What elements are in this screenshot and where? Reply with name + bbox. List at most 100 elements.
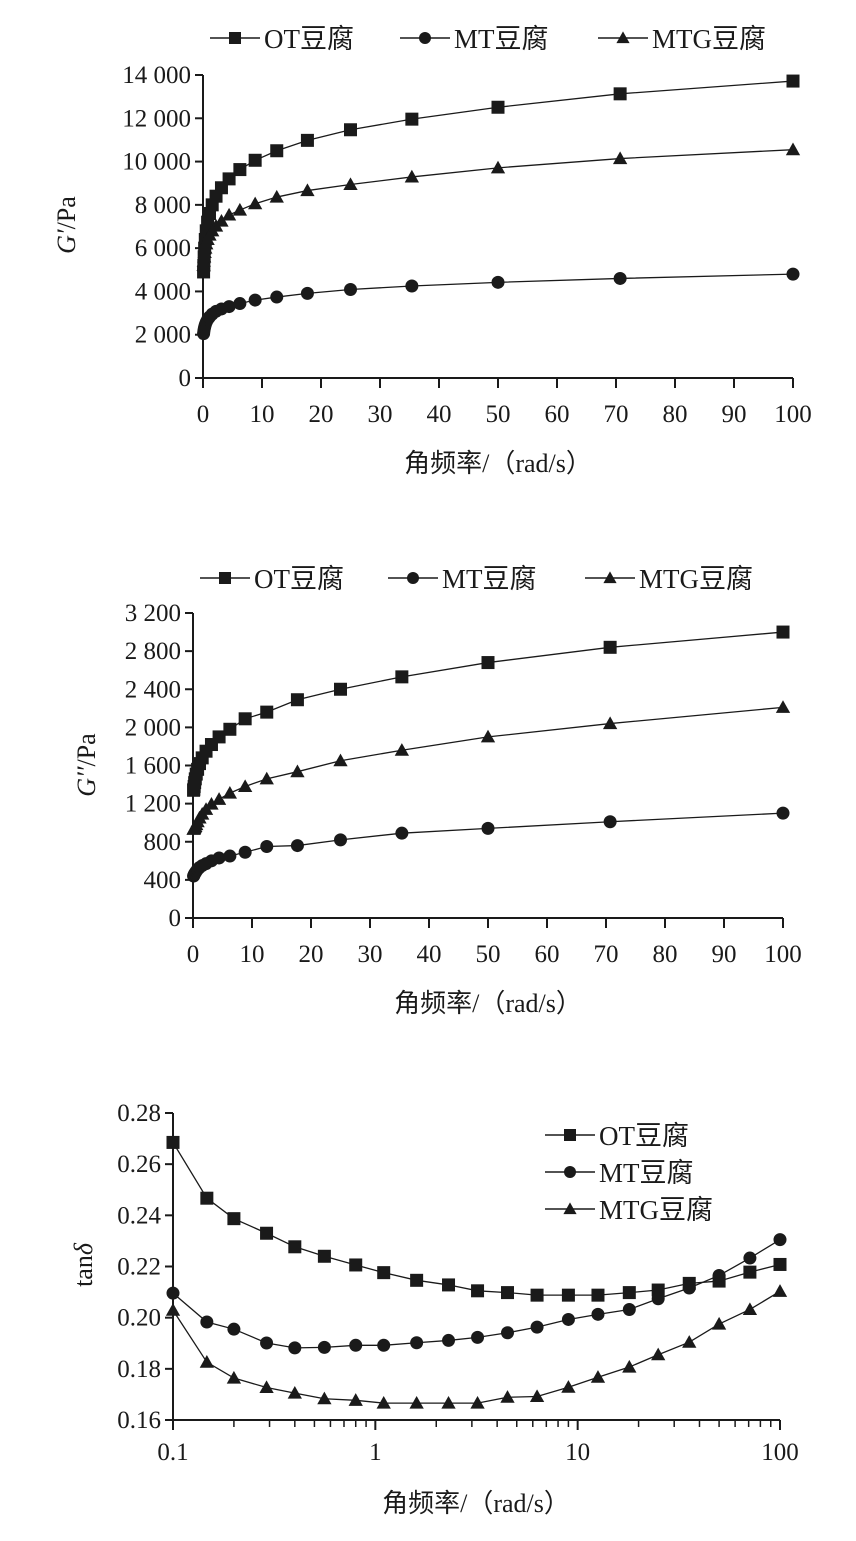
y-tick-label: 3 200	[125, 600, 181, 627]
data-point-circle	[603, 815, 617, 829]
y-tick-label: 1 200	[125, 791, 181, 818]
data-point-circle	[743, 1251, 757, 1265]
y-tick-label: 0.16	[117, 1407, 161, 1434]
legend-marker-square	[229, 32, 241, 44]
data-point-triangle	[232, 202, 248, 216]
data-point-circle	[222, 300, 236, 314]
data-point-circle	[377, 1338, 391, 1352]
series-line	[193, 706, 784, 830]
data-point-circle	[166, 1286, 180, 1300]
y-tick-label: 0.26	[117, 1151, 161, 1178]
legend-label: MTG豆腐	[639, 564, 753, 594]
data-point-square	[405, 112, 419, 126]
x-tick-label: 1	[369, 1439, 382, 1466]
x-tick-label: 100	[761, 1439, 799, 1466]
legend-item: MT豆腐	[388, 564, 537, 594]
legend-item: MT豆腐	[400, 24, 549, 54]
data-point-circle	[260, 1336, 274, 1350]
x-tick-label: 30	[368, 401, 393, 428]
y-tick-label: 0.18	[117, 1356, 161, 1383]
y-axis-label-symbol: G′′	[72, 766, 101, 796]
data-point-square	[233, 163, 247, 177]
y-tick-label: 0.20	[117, 1305, 161, 1332]
data-point-triangle	[333, 753, 348, 767]
data-point-triangle	[622, 1359, 637, 1373]
y-tick-label: 10 000	[122, 149, 191, 176]
legend-label: OT豆腐	[264, 24, 354, 54]
data-point-square	[212, 730, 226, 744]
x-axis-label: 角频率/（rad/s）	[382, 1489, 570, 1518]
data-point-triangle	[742, 1302, 758, 1316]
chart-1: 0 2 000 4 000 6 000 8 000 10 000 12 000 14 000 0…	[52, 24, 812, 478]
y-tick-label: 4 000	[135, 278, 191, 305]
data-point-square	[743, 1265, 757, 1279]
legend-marker-triangle	[616, 31, 630, 44]
data-point-triangle	[343, 177, 358, 191]
y-tick-label: 12 000	[122, 105, 191, 132]
data-point-triangle	[248, 196, 263, 210]
data-point-square	[166, 1135, 180, 1149]
x-tick-label: 0	[187, 941, 200, 968]
data-point-triangle	[376, 1395, 391, 1409]
data-point-square	[481, 656, 495, 670]
data-point-triangle	[214, 213, 229, 227]
data-point-triangle	[317, 1391, 332, 1405]
data-point-square	[270, 144, 284, 158]
legend-marker-circle	[564, 1166, 576, 1178]
x-tick-label: 50	[486, 401, 511, 428]
data-point-triangle	[409, 1395, 424, 1409]
data-point-circle	[200, 1315, 214, 1329]
data-point-square	[290, 693, 304, 707]
x-tick-label: 10	[250, 401, 275, 428]
data-point-square	[395, 670, 409, 684]
data-point-square	[238, 712, 252, 726]
data-point-triangle	[500, 1390, 515, 1403]
y-tick-label: 1 600	[125, 753, 181, 780]
data-point-square	[288, 1240, 302, 1254]
data-point-square	[776, 625, 790, 639]
x-tick-label: 0.1	[157, 1439, 188, 1466]
data-point-triangle	[394, 743, 410, 756]
data-point-circle	[212, 851, 226, 865]
x-tick-label: 50	[476, 941, 501, 968]
data-point-triangle	[470, 1395, 485, 1409]
data-point-square	[491, 100, 505, 114]
data-point-triangle	[259, 1380, 274, 1394]
data-point-circle	[712, 1268, 726, 1282]
legend-label: MT豆腐	[454, 24, 549, 54]
y-axis-label-symbol: G′	[52, 229, 81, 254]
data-point-circle	[288, 1341, 302, 1355]
data-point-triangle	[269, 189, 284, 203]
data-point-triangle	[238, 779, 253, 792]
series-triangle	[196, 142, 801, 271]
data-point-triangle	[259, 771, 274, 785]
legend-label: OT豆腐	[599, 1121, 689, 1151]
data-point-circle	[395, 826, 409, 840]
data-point-circle	[530, 1320, 544, 1334]
data-point-circle	[682, 1281, 696, 1295]
legend-label: MTG豆腐	[652, 24, 766, 54]
data-point-circle	[776, 806, 790, 820]
data-point-square	[471, 1284, 485, 1298]
data-point-triangle	[199, 1355, 215, 1368]
legend-item: MTG豆腐	[585, 564, 753, 594]
chart-2: 0 400 800 1 200 1 600 2 000 2 400 2 800 3 200 0 10…	[72, 564, 802, 1018]
data-point-triangle	[204, 796, 219, 810]
series-circle	[187, 806, 790, 883]
data-point-square	[334, 682, 347, 696]
legend-label: MTG豆腐	[599, 1195, 713, 1225]
legend-marker-triangle	[563, 1202, 577, 1215]
data-point-circle	[410, 1336, 424, 1350]
y-axis-label: G′/Pa	[52, 196, 81, 254]
data-point-triangle	[772, 1284, 788, 1297]
y-axis-label-text: /Pa	[52, 196, 81, 230]
data-point-triangle	[612, 151, 628, 165]
data-point-circle	[561, 1312, 575, 1326]
y-tick-label: 2 000	[125, 714, 181, 741]
data-point-triangle	[441, 1395, 456, 1409]
data-point-triangle	[602, 716, 618, 730]
data-point-square	[410, 1273, 424, 1287]
data-point-circle	[227, 1322, 241, 1336]
data-point-square	[200, 1191, 214, 1205]
data-point-triangle	[165, 1303, 181, 1316]
